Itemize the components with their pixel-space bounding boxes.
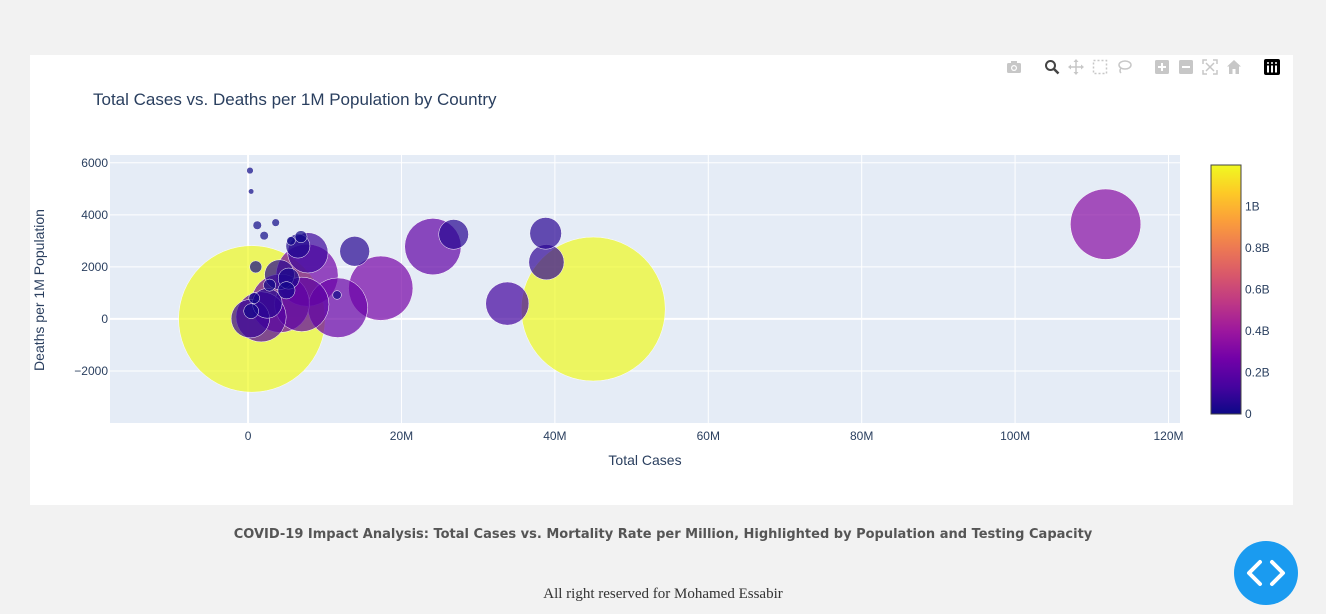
y-axis-title: Deaths per 1M Population xyxy=(31,209,47,371)
data-point[interactable] xyxy=(263,278,276,292)
data-point[interactable] xyxy=(332,290,342,300)
code-brackets-icon xyxy=(1247,560,1285,586)
x-tick-label: 0 xyxy=(245,429,252,443)
data-point[interactable] xyxy=(529,217,562,250)
y-axis-ticks: −2000 0 2000 4000 6000 xyxy=(74,156,108,378)
data-point[interactable] xyxy=(249,260,263,274)
x-tick-label: 20M xyxy=(390,429,413,443)
data-point[interactable] xyxy=(248,292,260,304)
data-point[interactable] xyxy=(438,219,469,250)
x-tick-label: 60M xyxy=(697,429,720,443)
colorbar-tick-label: 0.8B xyxy=(1245,241,1270,255)
colorbar-tick-label: 0.2B xyxy=(1245,366,1270,380)
x-tick-label: 80M xyxy=(850,429,873,443)
colorbar-tick-label: 1B xyxy=(1245,200,1260,214)
data-point[interactable] xyxy=(248,188,255,195)
x-axis-title: Total Cases xyxy=(608,452,681,468)
lasso-select-icon[interactable] xyxy=(1115,59,1133,75)
data-point[interactable] xyxy=(243,303,259,319)
y-tick-label: 0 xyxy=(101,312,108,326)
zoom-out-icon[interactable] xyxy=(1177,59,1195,75)
camera-icon[interactable] xyxy=(1005,59,1023,75)
data-point[interactable] xyxy=(485,281,530,326)
autoscale-icon[interactable] xyxy=(1201,59,1219,75)
pan-icon[interactable] xyxy=(1067,59,1085,75)
y-tick-label: 2000 xyxy=(81,260,108,274)
data-point[interactable] xyxy=(259,231,269,241)
modebar xyxy=(1005,59,1281,75)
data-point[interactable] xyxy=(246,167,254,175)
figure-caption: COVID-19 Impact Analysis: Total Cases vs… xyxy=(233,527,1093,542)
x-tick-label: 100M xyxy=(1000,429,1030,443)
data-points[interactable] xyxy=(178,167,1142,393)
plotly-logo-icon[interactable] xyxy=(1263,59,1281,75)
data-point[interactable] xyxy=(294,230,308,244)
reset-axes-icon[interactable] xyxy=(1225,59,1243,75)
data-point[interactable] xyxy=(286,236,296,246)
data-point[interactable] xyxy=(252,220,262,230)
x-tick-label: 40M xyxy=(543,429,566,443)
zoom-in-icon[interactable] xyxy=(1153,59,1171,75)
data-point[interactable] xyxy=(339,236,370,267)
data-point[interactable] xyxy=(528,244,565,281)
colorbar-tick-label: 0.6B xyxy=(1245,283,1270,297)
y-tick-label: −2000 xyxy=(74,364,108,378)
plot-card: Total Cases vs. Deaths per 1M Population… xyxy=(30,55,1293,505)
x-tick-label: 120M xyxy=(1153,429,1183,443)
y-tick-label: 6000 xyxy=(81,156,108,170)
chart-svg[interactable]: Total Cases vs. Deaths per 1M Population… xyxy=(30,55,1293,505)
colorbar-tick-label: 0 xyxy=(1245,407,1252,421)
colorbar xyxy=(1210,164,1242,415)
colorbar-tick-label: 0.4B xyxy=(1245,324,1270,338)
chart-title: Total Cases vs. Deaths per 1M Population… xyxy=(93,90,497,109)
x-axis-ticks: 0 20M 40M 60M 80M 100M 120M xyxy=(245,429,1184,443)
data-point[interactable] xyxy=(1070,188,1142,260)
box-select-icon[interactable] xyxy=(1091,59,1109,75)
data-point[interactable] xyxy=(271,218,280,227)
colorbar-ticks: 0 0.2B 0.4B 0.6B 0.8B 1B xyxy=(1245,200,1270,422)
code-toggle-button[interactable] xyxy=(1234,541,1298,605)
y-tick-label: 4000 xyxy=(81,208,108,222)
data-point[interactable] xyxy=(277,281,296,300)
zoom-icon[interactable] xyxy=(1043,59,1061,75)
copyright-footer: All right reserved for Mohamed Essabir xyxy=(543,586,783,602)
